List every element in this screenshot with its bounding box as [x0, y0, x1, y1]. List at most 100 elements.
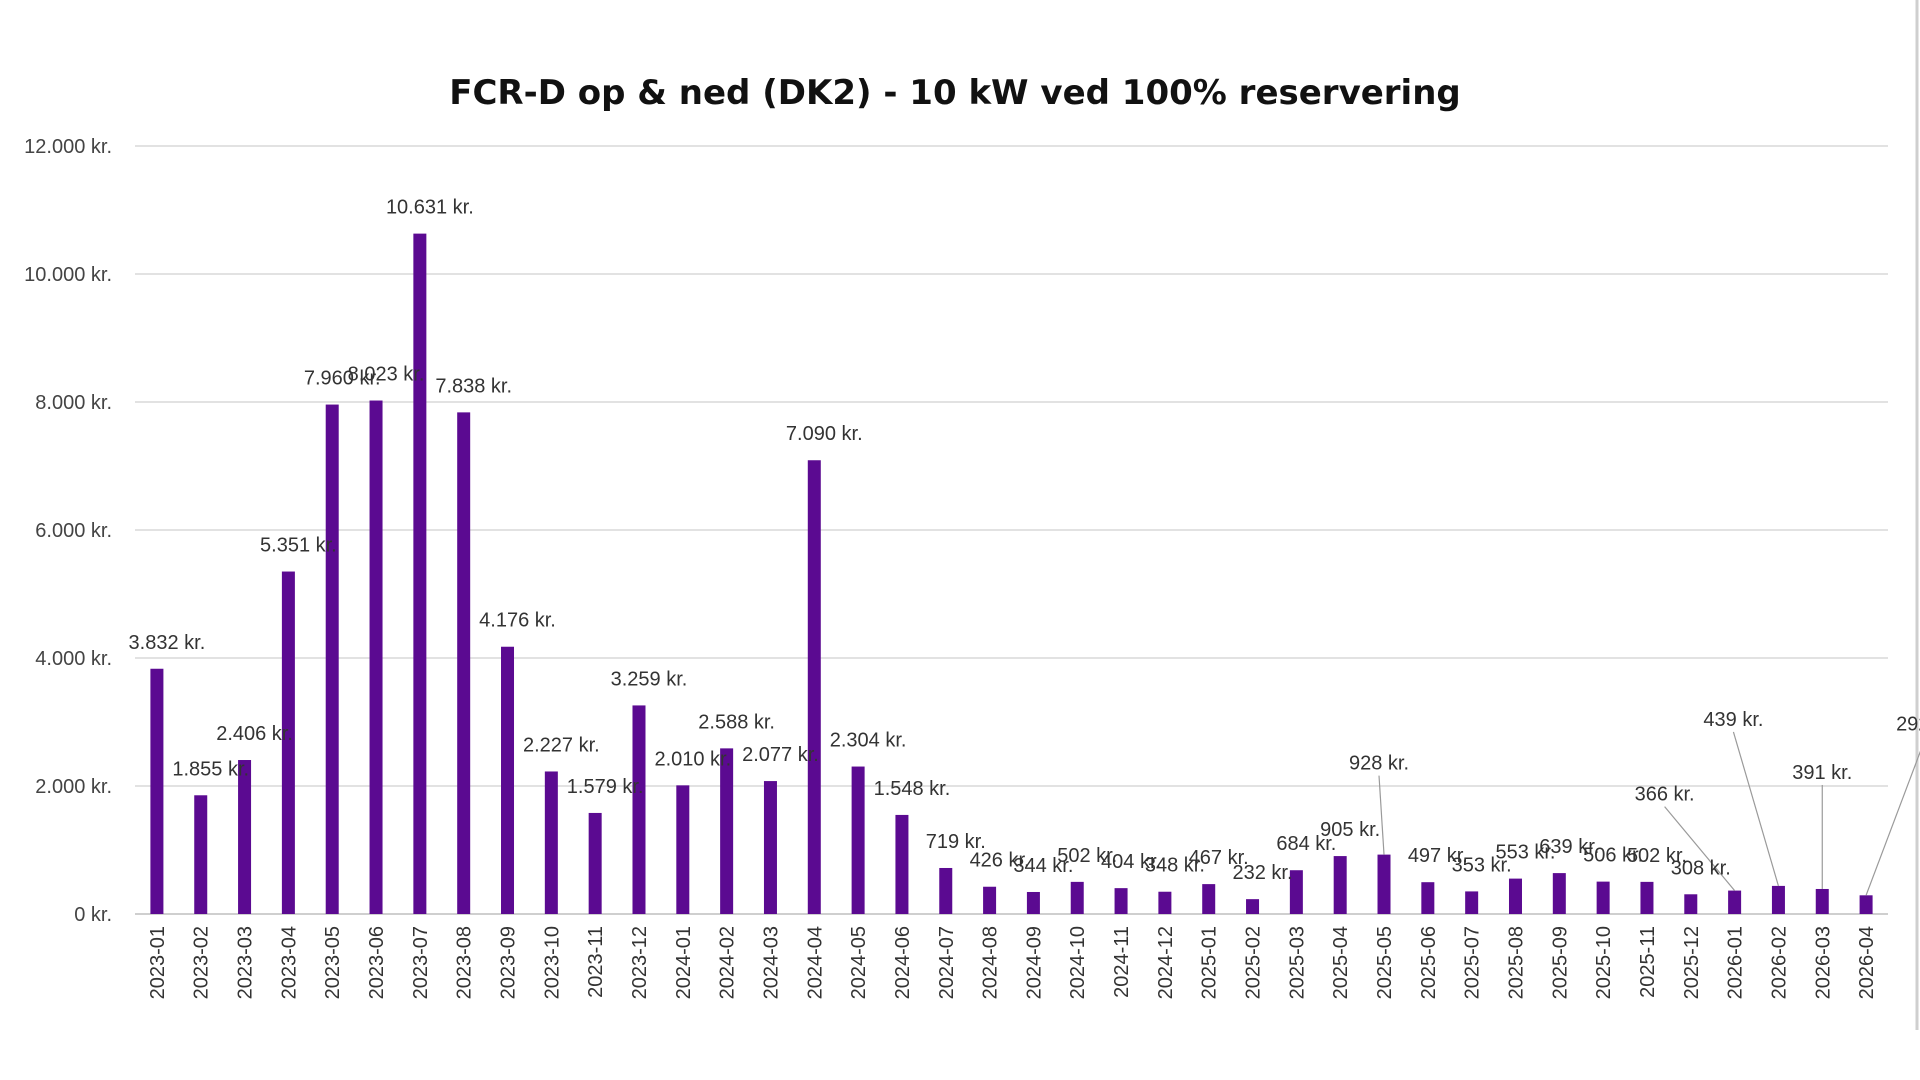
- y-tick-label: 0 kr.: [74, 904, 112, 926]
- leader-line: [1664, 806, 1736, 891]
- x-tick-label: 2026-04: [1856, 926, 1878, 999]
- bar: [1377, 854, 1391, 914]
- bar: [1202, 884, 1216, 914]
- x-tick-label: 2026-01: [1725, 926, 1747, 999]
- data-label: 7.960 kr.: [304, 368, 381, 390]
- y-tick-label: 6.000 kr.: [35, 520, 112, 542]
- bar: [720, 748, 734, 914]
- bar: [544, 771, 558, 914]
- x-tick-label: 2024-06: [892, 926, 914, 999]
- x-tick-label: 2023-01: [147, 926, 169, 999]
- bar: [1158, 891, 1172, 914]
- data-label: 439 kr.: [1703, 709, 1763, 731]
- bar: [983, 886, 997, 914]
- x-tick-label: 2025-07: [1462, 926, 1484, 999]
- bar: [1859, 895, 1873, 914]
- bar: [150, 668, 164, 914]
- x-tick-label: 2025-10: [1593, 926, 1615, 999]
- data-label: 366 kr.: [1635, 784, 1695, 806]
- x-tick-label: 2025-05: [1374, 926, 1396, 999]
- data-label: 348 kr.: [1145, 855, 1205, 877]
- data-label: 4.176 kr.: [479, 610, 556, 632]
- bar: [632, 705, 646, 914]
- x-tick-label: 2024-10: [1067, 926, 1089, 999]
- x-tick-label: 2024-03: [760, 926, 782, 999]
- bar: [238, 760, 252, 914]
- data-label: 1.548 kr.: [874, 778, 951, 800]
- data-label: 426 kr.: [970, 850, 1030, 872]
- x-tick-label: 2025-12: [1681, 926, 1703, 999]
- x-tick-label: 2023-11: [585, 926, 607, 998]
- leader-line: [1732, 731, 1780, 887]
- x-tick-label: 2024-09: [1023, 926, 1045, 999]
- data-label: 7.090 kr.: [786, 423, 863, 445]
- leader-line: [1865, 750, 1920, 896]
- x-tick-label: 2025-11: [1637, 926, 1659, 998]
- data-label: 7.838 kr.: [435, 375, 512, 397]
- bar: [1596, 881, 1610, 914]
- bar: [939, 867, 953, 914]
- bar: [413, 233, 427, 915]
- chart-title: FCR-D op & ned (DK2) - 10 kW ved 100% re…: [449, 73, 1461, 113]
- data-label: 5.351 kr.: [260, 535, 337, 557]
- bar: [194, 795, 208, 914]
- x-tick-label: 2024-01: [673, 926, 695, 999]
- bar: [676, 785, 690, 914]
- data-label: 502 kr.: [1627, 845, 1687, 867]
- bar: [281, 571, 295, 914]
- y-tick-label: 8.000 kr.: [35, 392, 112, 414]
- bar: [588, 812, 602, 914]
- x-tick-label: 2023-08: [454, 926, 476, 999]
- bar: [1728, 890, 1742, 914]
- data-label: 2.406 kr.: [216, 723, 293, 745]
- x-tick-label: 2025-02: [1243, 926, 1265, 999]
- data-label: 1.579 kr.: [567, 776, 644, 798]
- y-tick-label: 12.000 kr.: [24, 136, 112, 158]
- data-label: 353 kr.: [1452, 854, 1512, 876]
- data-label: 10.631 kr.: [386, 197, 474, 219]
- bar: [1465, 891, 1479, 914]
- data-label: 232 kr.: [1233, 862, 1293, 884]
- bar: [1552, 873, 1566, 914]
- bar: [1333, 856, 1347, 914]
- x-tick-label: 2024-12: [1155, 926, 1177, 999]
- x-tick-label: 2023-06: [366, 926, 388, 999]
- bar: [457, 412, 471, 914]
- data-label: 2.010 kr.: [654, 748, 731, 770]
- x-tick-label: 2024-08: [980, 926, 1002, 999]
- data-label: 308 kr.: [1671, 857, 1731, 879]
- x-tick-label: 2025-03: [1286, 926, 1308, 999]
- x-tick-label: 2023-09: [498, 926, 520, 999]
- data-label: 292 kr.: [1896, 713, 1920, 735]
- leader-line: [1378, 775, 1385, 855]
- data-label: 639 kr.: [1539, 836, 1599, 858]
- x-tick-label: 2024-11: [1111, 926, 1133, 998]
- x-tick-label: 2023-05: [322, 926, 344, 999]
- bar: [763, 781, 777, 914]
- data-label: 2.227 kr.: [523, 734, 600, 756]
- data-label: 467 kr.: [1189, 847, 1249, 869]
- bar: [895, 814, 909, 914]
- data-label: 8.023 kr.: [348, 364, 425, 386]
- x-tick-label: 2023-03: [235, 926, 257, 999]
- x-tick-label: 2024-05: [848, 926, 870, 999]
- bar: [1684, 894, 1698, 914]
- data-label: 928 kr.: [1349, 753, 1409, 775]
- x-tick-label: 2023-10: [541, 926, 563, 999]
- x-tick-label: 2025-04: [1330, 926, 1352, 999]
- x-tick-label: 2024-04: [804, 926, 826, 999]
- bar: [1640, 881, 1654, 914]
- gridlines: [135, 145, 1888, 915]
- y-tick-label: 2.000 kr.: [35, 776, 112, 798]
- bar: [1508, 878, 1522, 914]
- bar: [1815, 888, 1829, 914]
- data-label: 684 kr.: [1276, 833, 1336, 855]
- x-tick-label: 2026-03: [1812, 926, 1834, 999]
- x-tick-label: 2025-06: [1418, 926, 1440, 999]
- y-axis-ticks: 0 kr. 2.000 kr. 4.000 kr. 6.000 kr. 8.000 kr…: [24, 136, 112, 926]
- x-tick-label: 2023-04: [278, 926, 300, 999]
- x-tick-label: 2025-01: [1199, 926, 1221, 999]
- x-tick-label: 2025-09: [1549, 926, 1571, 999]
- bar: [807, 460, 821, 914]
- x-tick-label: 2023-02: [191, 926, 213, 999]
